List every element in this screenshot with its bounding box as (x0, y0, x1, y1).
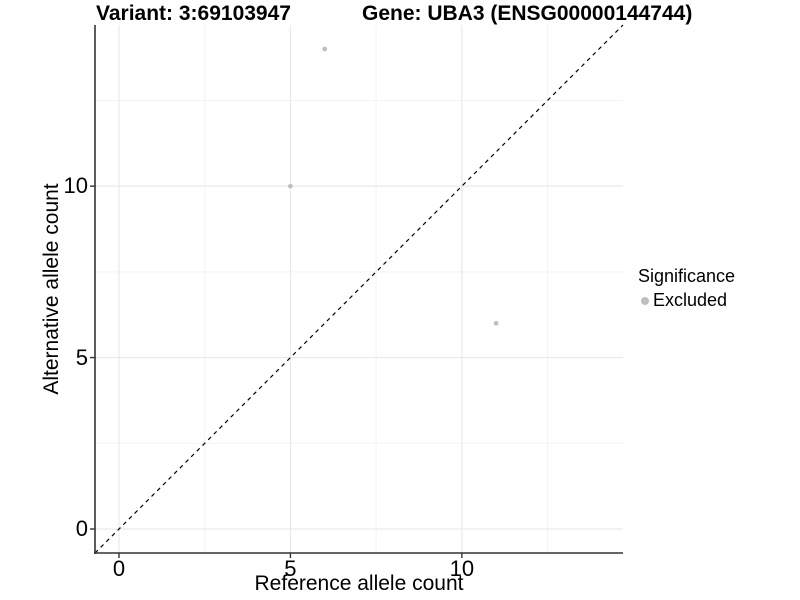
x-axis-title: Reference allele count (254, 572, 464, 595)
variant-title: Variant: 3:69103947 (96, 2, 291, 25)
gene-title: Gene: UBA3 (ENSG00000144744) (362, 2, 693, 25)
y-tick-label: 0 (75, 516, 88, 541)
y-tick-label: 10 (63, 173, 88, 199)
data-point (288, 183, 293, 189)
x-tick-label: 10 (449, 556, 475, 581)
legend-title: Significance (638, 266, 736, 286)
legend-item-label: Excluded (653, 290, 728, 310)
x-tick-label: 5 (284, 556, 297, 581)
identity-dashed-line (94, 24, 624, 554)
data-point (493, 320, 499, 326)
legend-item: Excluded (638, 290, 735, 311)
legend-key-dot-icon (641, 296, 649, 305)
data-point (322, 46, 328, 52)
legend: Significance Excluded (638, 266, 735, 311)
y-tick-label: 5 (75, 344, 88, 370)
x-tick-label: 0 (112, 556, 126, 581)
legend-items: Excluded (638, 290, 735, 311)
